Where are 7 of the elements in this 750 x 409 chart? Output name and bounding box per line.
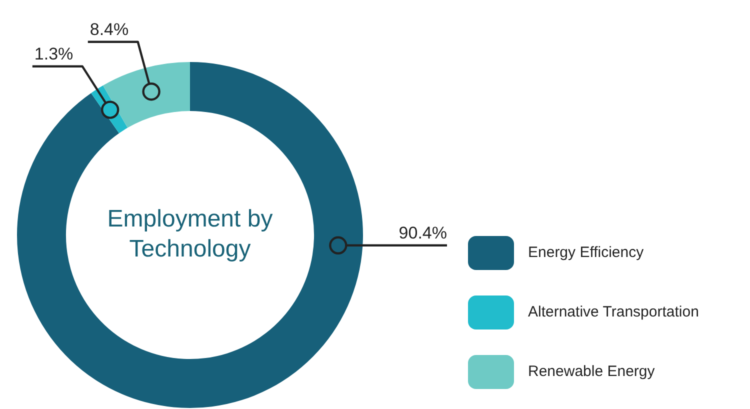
legend-label: Energy Efficiency bbox=[528, 244, 644, 262]
legend-label: Renewable Energy bbox=[528, 363, 656, 380]
legend-label: Alternative Transportation bbox=[528, 304, 699, 321]
data-label: 8.4% bbox=[90, 20, 129, 40]
text: Employment by Technology bbox=[107, 206, 273, 263]
data-label: 90.4% bbox=[398, 224, 447, 243]
data-label: 1.3% bbox=[34, 44, 74, 64]
